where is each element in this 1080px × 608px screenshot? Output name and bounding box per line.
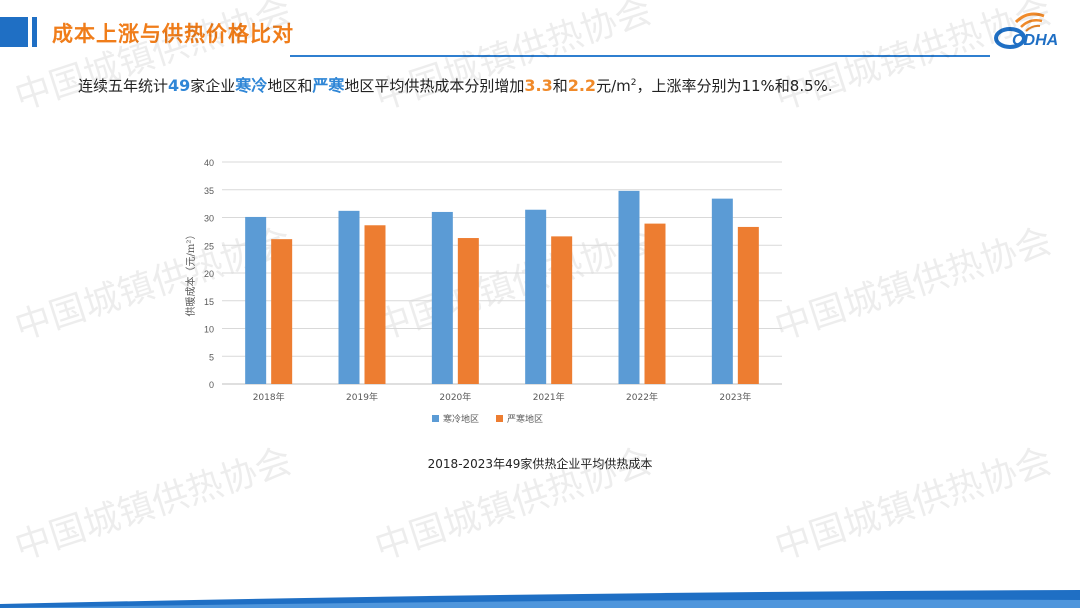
- chart-caption: 2018-2023年49家供热企业平均供热成本: [427, 457, 653, 471]
- y-tick-label: 15: [204, 297, 214, 307]
- bar-severe: [364, 225, 386, 384]
- bar-severe: [644, 223, 666, 384]
- x-tick-label: 2022年: [626, 391, 658, 403]
- legend-label: 严寒地区: [507, 413, 543, 425]
- y-tick-label: 10: [204, 325, 214, 335]
- y-tick-label: 5: [209, 352, 214, 362]
- watermark-text: 中国城镇供热协会: [370, 0, 657, 119]
- legend-swatch: [432, 415, 439, 422]
- bar-cold: [618, 190, 640, 384]
- x-tick-label: 2019年: [346, 391, 378, 403]
- bar-cold: [711, 198, 733, 384]
- x-tick-label: 2020年: [439, 391, 471, 403]
- page-title: 成本上涨与供热价格比对: [52, 22, 294, 46]
- title-accent-block: [0, 17, 28, 47]
- y-tick-label: 25: [204, 241, 214, 251]
- y-tick-label: 30: [204, 214, 214, 224]
- y-tick-label: 0: [209, 380, 214, 390]
- y-axis-label: 供暖成本（元/m²）: [184, 230, 197, 317]
- y-tick-label: 40: [204, 158, 214, 168]
- bar-cold: [525, 209, 547, 384]
- legend-swatch: [496, 415, 503, 422]
- watermark-text: 中国城镇供热协会: [770, 221, 1057, 349]
- header-divider: [290, 55, 990, 57]
- logo-text: CDHA: [1012, 32, 1058, 49]
- x-tick-label: 2018年: [253, 391, 285, 403]
- cdha-logo: CDHA: [994, 12, 1058, 49]
- intro-sentence: 连续五年统计49家企业寒冷地区和严寒地区平均供热成本分别增加3.3和2.2元/m…: [78, 76, 833, 95]
- y-tick-label: 20: [204, 269, 214, 279]
- bar-cold: [245, 216, 267, 384]
- bar-severe: [551, 236, 573, 384]
- bar-severe: [271, 239, 293, 384]
- bottom-decoration: [0, 590, 1080, 608]
- x-tick-label: 2023年: [719, 391, 751, 403]
- y-tick-label: 35: [204, 186, 214, 196]
- x-tick-label: 2021年: [533, 391, 565, 403]
- title-accent-stripe: [32, 17, 37, 47]
- bar-cold: [338, 210, 360, 384]
- bar-chart: 0 5 10 15 20 25 30 35 40 供暖成本（元/m²） 2018年 2019年 2020…: [184, 158, 782, 425]
- legend-label: 寒冷地区: [443, 413, 479, 425]
- bar-severe: [457, 238, 479, 384]
- bar-severe: [737, 226, 759, 384]
- bar-cold: [431, 211, 453, 384]
